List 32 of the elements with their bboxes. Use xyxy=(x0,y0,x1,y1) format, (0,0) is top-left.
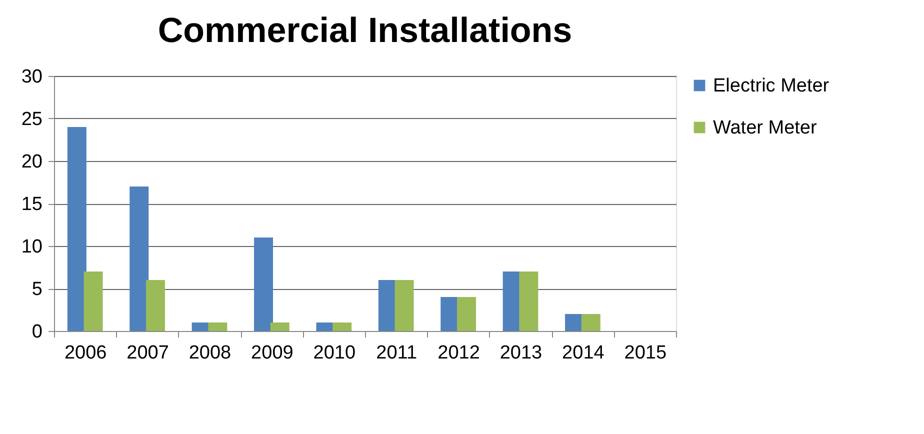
bar xyxy=(270,322,290,331)
x-tick-label: 2012 xyxy=(438,342,480,364)
y-tick-label: 20 xyxy=(21,152,42,172)
bar xyxy=(130,186,149,331)
x-tick-label: 2006 xyxy=(64,342,107,364)
x-tick-label: 2011 xyxy=(376,342,418,364)
x-tick-label: 2008 xyxy=(188,342,232,364)
bar xyxy=(332,322,352,331)
y-tick-label: 15 xyxy=(21,194,42,215)
y-tick-label: 30 xyxy=(21,66,42,88)
bar xyxy=(456,297,476,331)
x-tick-label: 2015 xyxy=(624,342,667,364)
x-tick-label: 2014 xyxy=(562,342,605,364)
y-tick-label: 5 xyxy=(32,279,42,300)
bar xyxy=(208,322,228,331)
y-tick-label: 10 xyxy=(21,236,42,258)
legend-label: Water Meter xyxy=(713,118,818,138)
bar xyxy=(254,238,274,331)
bar xyxy=(519,272,538,331)
bar xyxy=(67,127,86,331)
x-tick-label: 2009 xyxy=(251,342,294,364)
bar xyxy=(581,314,600,331)
x-tick-label: 2013 xyxy=(500,342,542,364)
chart-title: Commercial Installations xyxy=(158,11,572,50)
bar xyxy=(84,272,103,331)
bar xyxy=(146,280,165,331)
legend-label: Electric Meter xyxy=(713,76,830,96)
x-tick-label: 2007 xyxy=(126,342,169,364)
bar xyxy=(394,280,414,331)
y-tick-label: 0 xyxy=(32,322,42,342)
x-tick-label: 2010 xyxy=(313,342,356,364)
y-tick-label: 25 xyxy=(21,109,42,130)
